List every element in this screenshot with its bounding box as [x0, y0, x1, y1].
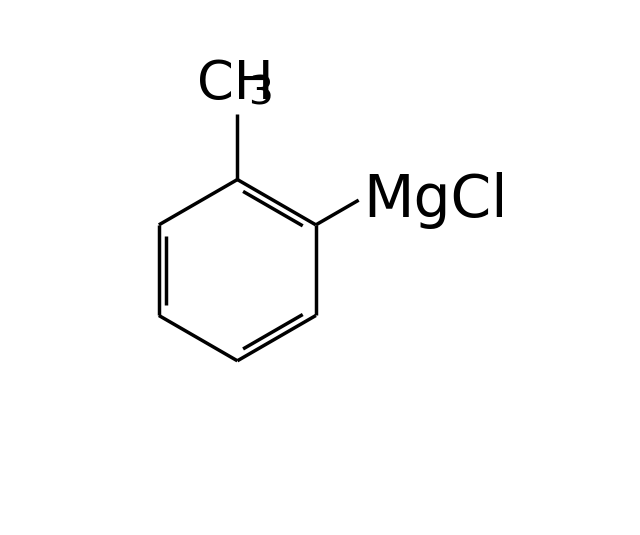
Text: CH: CH	[197, 58, 273, 110]
Text: MgCl: MgCl	[363, 172, 508, 228]
Text: 3: 3	[248, 74, 273, 112]
